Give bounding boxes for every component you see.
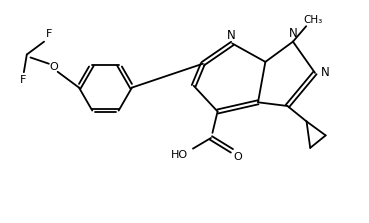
Text: O: O <box>234 153 242 162</box>
Text: O: O <box>49 62 58 72</box>
Text: F: F <box>20 74 26 85</box>
Text: N: N <box>321 66 330 79</box>
Text: N: N <box>227 29 236 42</box>
Text: HO: HO <box>171 149 188 159</box>
Text: F: F <box>46 29 52 39</box>
Text: N: N <box>289 27 298 40</box>
Text: CH₃: CH₃ <box>303 14 323 25</box>
